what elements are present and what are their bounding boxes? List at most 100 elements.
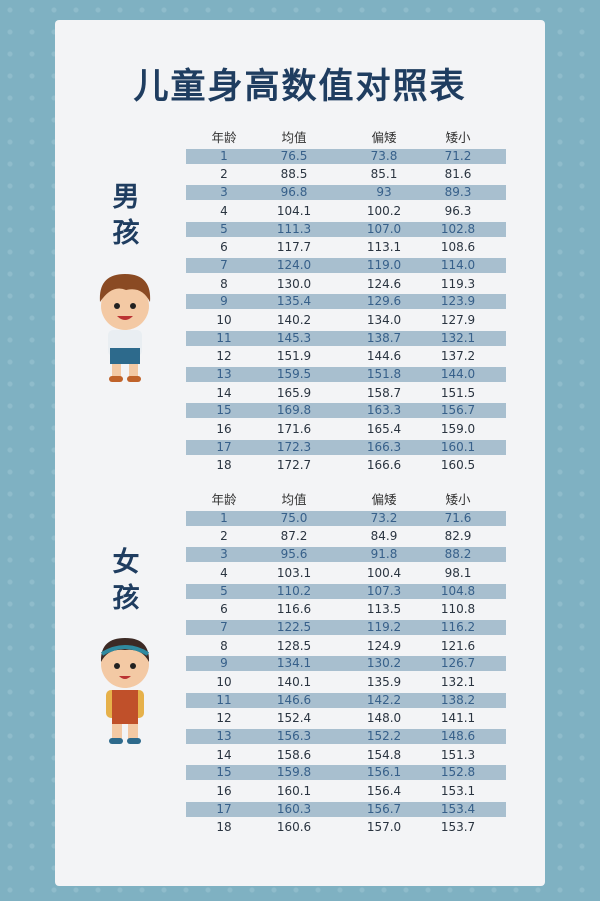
girls-label-char: 女 [112,547,140,578]
table-cell: 151.9 [276,349,312,364]
table-cell: 93 [376,185,392,200]
boys-label-char: 男 [112,182,140,213]
table-cell: 75.0 [280,510,308,525]
table-row: 9 134.1 130.2 126.7 [186,656,506,672]
table-cell: 166.6 [366,458,402,473]
table-cell: 130.2 [366,656,402,671]
table-row: 18 160.6 157.0 153.7 [186,818,506,836]
table-row: 7 124.0 119.0 114.0 [186,257,506,273]
table-cell: 152.2 [366,729,402,744]
table-header: 年龄 均值 偏矮 矮小 [186,491,506,509]
table-cell: 5 [220,583,228,598]
table-cell: 4 [220,203,228,218]
table-row: 16 160.1 156.4 153.1 [186,782,506,800]
table-cell: 103.1 [276,565,312,580]
table-cell: 3 [220,547,228,562]
table-cell: 134.0 [366,312,402,327]
table-cell: 107.3 [366,583,402,598]
table-cell: 6 [220,240,228,255]
table-cell: 156.4 [366,784,402,798]
table-row: 6 116.6 113.5 110.8 [186,600,506,618]
table-cell: 7 [220,619,228,634]
table-cell: 16 [216,422,232,436]
table-cell: 141.1 [440,711,476,726]
table-cell: 171.6 [276,422,312,436]
column-header: 偏矮 [371,130,397,145]
table-cell: 152.8 [440,765,476,780]
boys-label: 男 孩 [106,180,146,252]
table-row: 12 151.9 144.6 137.2 [186,347,506,365]
table-cell: 71.6 [444,510,472,525]
table-row: 2 87.2 84.9 82.9 [186,527,506,545]
table-row: 9 135.4 129.6 123.9 [186,294,506,310]
table-cell: 169.8 [276,403,312,418]
table-header: 年龄 均值 偏矮 矮小 [186,129,506,147]
table-cell: 165.9 [276,385,312,400]
table-cell: 159.0 [440,422,476,436]
table-cell: 140.1 [276,674,312,689]
table-cell: 129.6 [366,294,402,309]
table-cell: 128.5 [276,638,312,653]
table-cell: 8 [220,276,228,291]
column-header: 均值 [281,130,307,145]
table-cell: 110.8 [440,602,476,617]
table-cell: 132.1 [440,674,476,689]
table-cell: 4 [220,565,228,580]
table-cell: 126.7 [440,656,476,671]
table-cell: 17 [216,439,232,454]
table-cell: 1 [220,148,228,163]
table-cell: 172.3 [276,439,312,454]
table-cell: 124.0 [276,257,312,272]
table-cell: 91.8 [370,547,398,562]
table-cell: 160.3 [276,801,312,816]
table-row: 3 96.8 93 89.3 [186,185,506,201]
table-cell: 10 [216,674,232,689]
table-cell: 154.8 [366,747,402,762]
table-cell: 152.4 [276,711,312,726]
table-row: 10 140.2 134.0 127.9 [186,311,506,329]
column-header: 矮小 [445,492,471,507]
table-cell: 145.3 [276,330,312,345]
table-cell: 107.0 [366,221,402,236]
table-cell: 130.0 [276,276,312,291]
girls-label: 女 孩 [106,545,146,617]
table-cell: 132.1 [440,330,476,345]
table-cell: 160.1 [276,784,312,798]
table-cell: 127.9 [440,312,476,327]
table-cell: 159.8 [276,765,312,780]
table-row: 5 110.2 107.3 104.8 [186,583,506,599]
table-cell: 113.5 [366,602,402,617]
table-row: 7 122.5 119.2 116.2 [186,619,506,635]
table-row: 12 152.4 148.0 141.1 [186,709,506,727]
table-cell: 2 [220,529,228,544]
boys-label-char: 孩 [112,218,140,249]
table-cell: 11 [216,330,232,345]
table-cell: 89.3 [444,185,472,200]
table-cell: 7 [220,257,228,272]
table-cell: 119.2 [366,619,402,634]
table-cell: 13 [216,729,232,744]
table-cell: 1 [220,510,228,525]
table-cell: 114.0 [440,257,476,272]
column-header: 矮小 [445,130,471,145]
table-cell: 82.9 [444,529,472,544]
table-cell: 9 [220,294,228,309]
table-cell: 134.1 [276,656,312,671]
table-cell: 137.2 [440,349,476,364]
table-cell: 6 [220,602,228,617]
table-cell: 153.4 [440,801,476,816]
table-cell: 123.9 [440,294,476,309]
table-cell: 3 [220,185,228,200]
column-header: 偏矮 [371,492,397,507]
table-row: 3 95.6 91.8 88.2 [186,547,506,563]
table-cell: 116.2 [440,619,476,634]
table-cell: 18 [216,458,232,473]
table-cell: 157.0 [366,820,402,835]
table-cell: 8 [220,638,228,653]
table-cell: 160.5 [440,458,476,473]
girl-illustration [100,638,150,744]
page-title: 儿童身高数值对照表 [133,67,467,107]
table-cell: 156.7 [440,403,476,418]
table-row: 8 128.5 124.9 121.6 [186,637,506,655]
table-row: 18 172.7 166.6 160.5 [186,456,506,474]
